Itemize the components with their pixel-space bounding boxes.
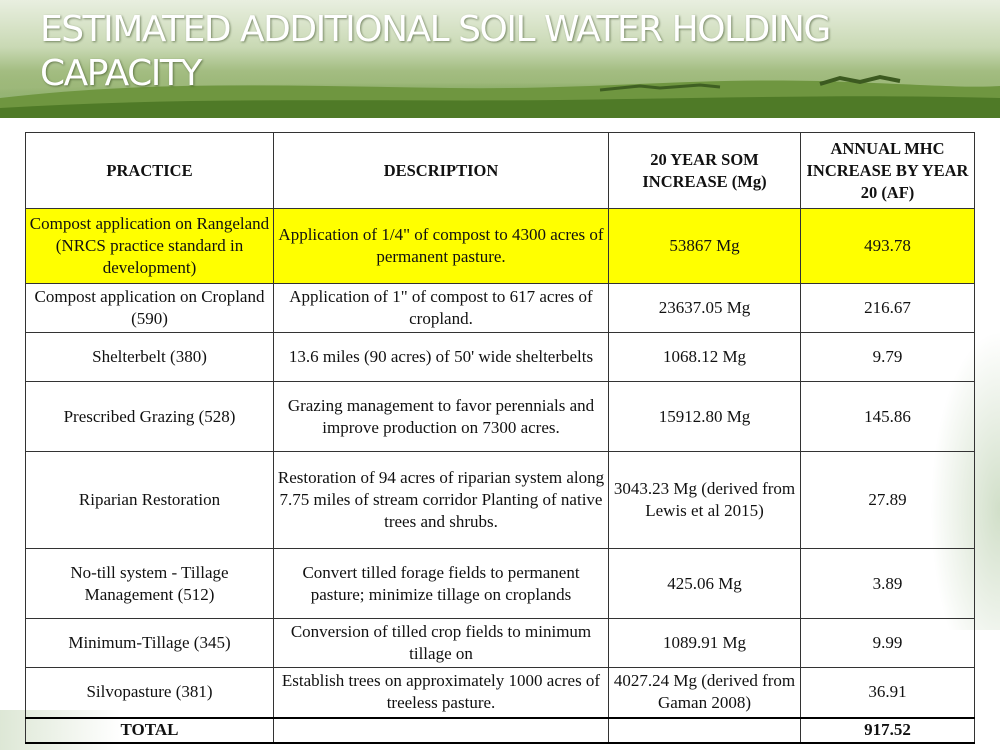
practice-cell: No-till system - Tillage Management (512…: [25, 548, 274, 619]
practice-cell: Prescribed Grazing (528): [25, 381, 274, 452]
page-title: ESTIMATED ADDITIONAL SOIL WATER HOLDING …: [40, 9, 831, 94]
table-row: Minimum-Tillage (345) Conversion of till…: [25, 618, 975, 668]
mhc-cell: 493.78: [800, 208, 975, 284]
table-row: Compost application on Cropland (590) Ap…: [25, 283, 975, 333]
table-row: No-till system - Tillage Management (512…: [25, 548, 975, 619]
description-cell: Conversion of tilled crop fields to mini…: [273, 618, 609, 668]
description-cell: 13.6 miles (90 acres) of 50' wide shelte…: [273, 332, 609, 382]
mhc-cell: 3.89: [800, 548, 975, 619]
table-row: Compost application on Rangeland (NRCS p…: [25, 208, 975, 284]
total-row: TOTAL 917.52: [25, 716, 975, 744]
som-cell: 4027.24 Mg (derived from Gaman 2008): [608, 667, 801, 718]
header-description: DESCRIPTION: [273, 132, 609, 209]
practice-cell: Shelterbelt (380): [25, 332, 274, 382]
mhc-cell: 36.91: [800, 667, 975, 718]
som-cell: 53867 Mg: [608, 208, 801, 284]
total-som-cell: [608, 716, 801, 744]
som-cell: 425.06 Mg: [608, 548, 801, 619]
header-som-increase: 20 YEAR SOM INCREASE (Mg): [608, 132, 801, 209]
description-cell: Convert tilled forage fields to permanen…: [273, 548, 609, 619]
header-mhc-increase: ANNUAL MHC INCREASE BY YEAR 20 (AF): [800, 132, 975, 209]
mhc-cell: 9.99: [800, 618, 975, 668]
mhc-cell: 216.67: [800, 283, 975, 333]
mhc-cell: 9.79: [800, 332, 975, 382]
table-row: Shelterbelt (380) 13.6 miles (90 acres) …: [25, 332, 975, 382]
practice-cell: Minimum-Tillage (345): [25, 618, 274, 668]
description-cell: Application of 1" of compost to 617 acre…: [273, 283, 609, 333]
som-cell: 1089.91 Mg: [608, 618, 801, 668]
practice-cell: Silvopasture (381): [25, 667, 274, 718]
farmland-hills-image: [0, 74, 1000, 118]
total-label: TOTAL: [25, 716, 274, 744]
description-cell: Establish trees on approximately 1000 ac…: [273, 667, 609, 718]
table-row: Prescribed Grazing (528) Grazing managem…: [25, 381, 975, 452]
practice-cell: Compost application on Rangeland (NRCS p…: [25, 208, 274, 284]
soil-water-table: PRACTICE DESCRIPTION 20 YEAR SOM INCREAS…: [25, 132, 975, 744]
title-banner: ESTIMATED ADDITIONAL SOIL WATER HOLDING …: [0, 0, 1000, 118]
description-cell: Application of 1/4" of compost to 4300 a…: [273, 208, 609, 284]
header-practice: PRACTICE: [25, 132, 274, 209]
table-row: Riparian Restoration Restoration of 94 a…: [25, 451, 975, 549]
table-header-row: PRACTICE DESCRIPTION 20 YEAR SOM INCREAS…: [25, 132, 975, 209]
som-cell: 23637.05 Mg: [608, 283, 801, 333]
description-cell: Restoration of 94 acres of riparian syst…: [273, 451, 609, 549]
som-cell: 3043.23 Mg (derived from Lewis et al 201…: [608, 451, 801, 549]
som-cell: 1068.12 Mg: [608, 332, 801, 382]
practice-cell: Riparian Restoration: [25, 451, 274, 549]
som-cell: 15912.80 Mg: [608, 381, 801, 452]
mhc-cell: 27.89: [800, 451, 975, 549]
practice-cell: Compost application on Cropland (590): [25, 283, 274, 333]
description-cell: Grazing management to favor perennials a…: [273, 381, 609, 452]
mhc-cell: 145.86: [800, 381, 975, 452]
table-row: Silvopasture (381) Establish trees on ap…: [25, 667, 975, 718]
total-description-cell: [273, 716, 609, 744]
total-mhc-value: 917.52: [800, 716, 975, 744]
